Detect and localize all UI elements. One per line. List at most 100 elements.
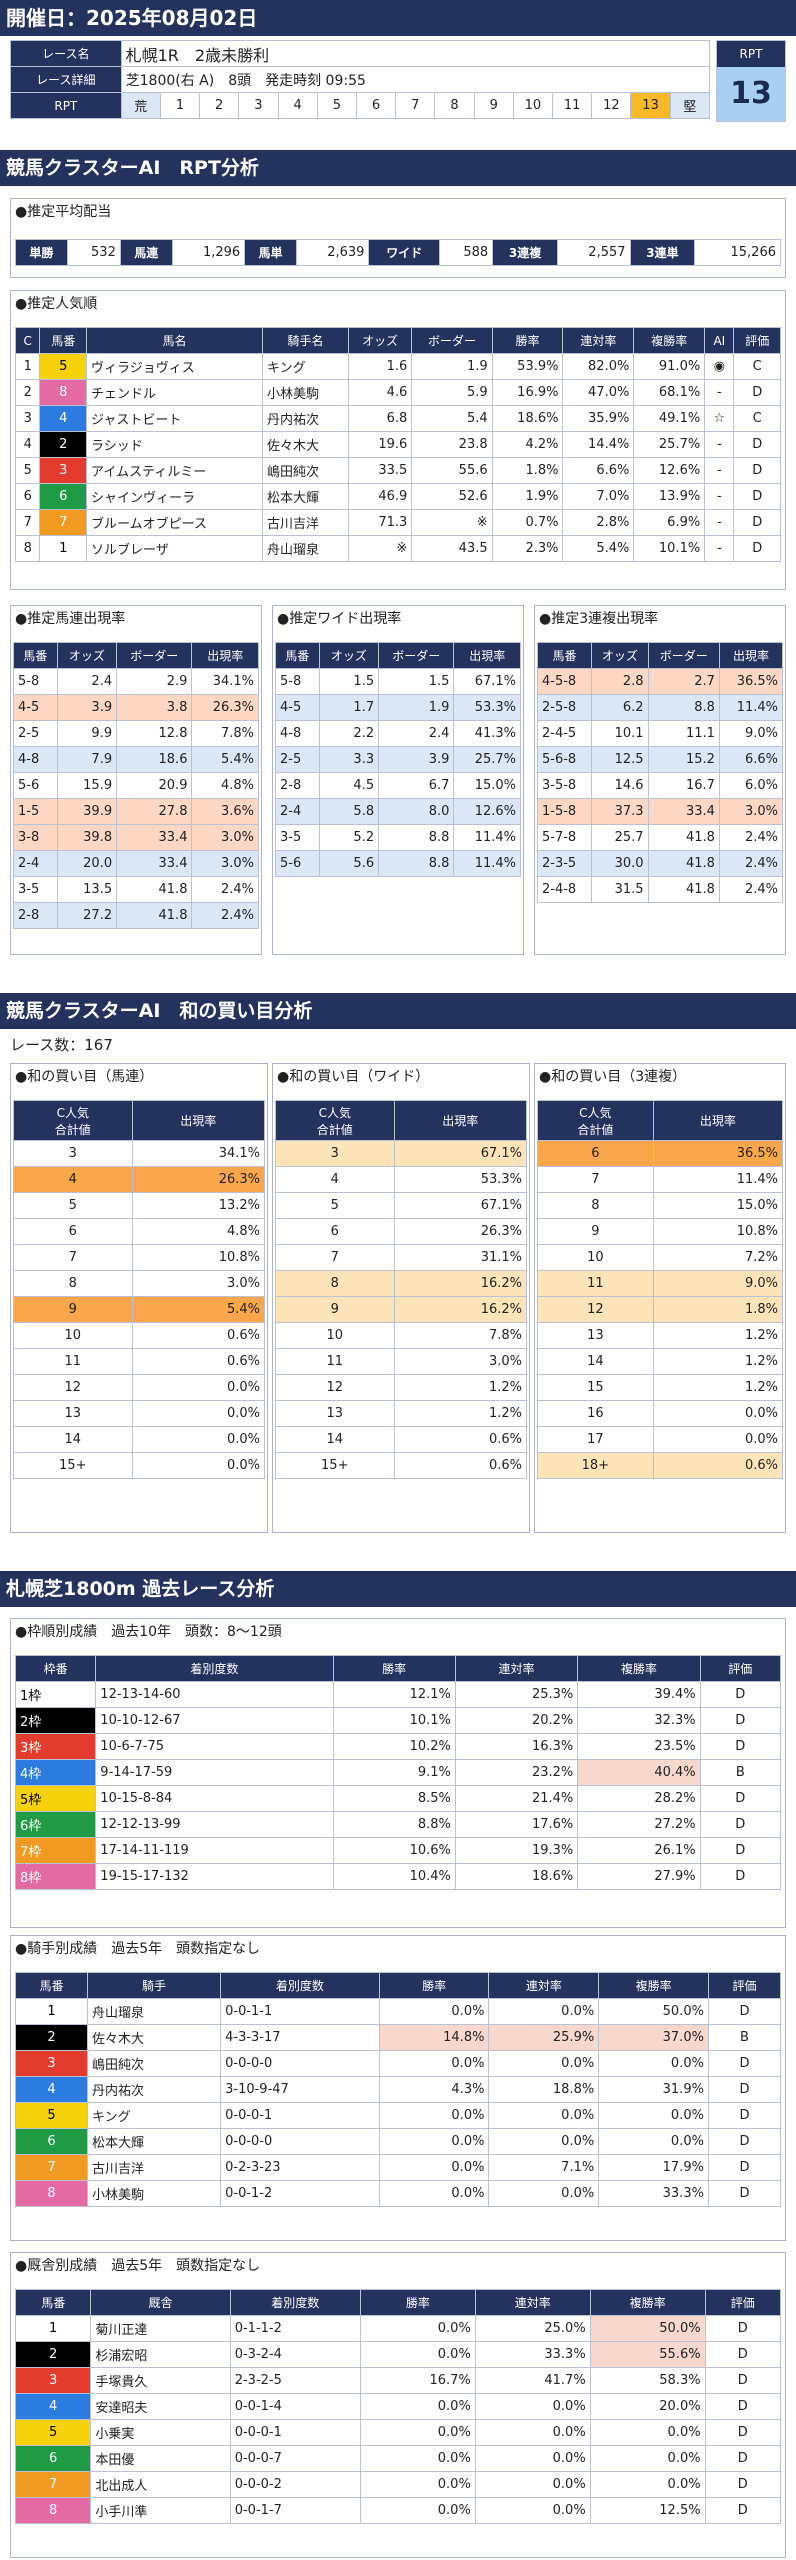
table-cell: 0.0% [359,2497,476,2524]
table-cell: 0.7% [491,509,564,536]
table-cell: 2 [39,431,87,458]
rpt-scale-cell: 11 [552,92,593,119]
table-cell: 16.2% [393,1270,528,1297]
table-row: 5枠 10-15-8-84 8.5% 21.4% 28.2% D [14,1785,782,1812]
table-row: 9 5.4% [13,1296,266,1323]
table-cell: 39.8 [56,824,118,851]
table-cell: 7.9 [56,746,118,773]
table-cell: 舟山瑠泉 [262,535,349,562]
table-cell: 4.8% [191,772,259,799]
column-header: 着別度数 [229,2289,361,2316]
table-cell: 9-14-17-59 [95,1759,334,1786]
table-cell: 7.8% [393,1322,528,1349]
table-cell: 2枠 [14,1707,97,1734]
table-cell: 55.6 [411,457,493,484]
table-cell: 20.9 [116,772,193,799]
table-cell: 2 [14,2024,89,2051]
payout-label: ワイド [368,239,441,266]
column-header: 馬番 [39,327,87,354]
table-row: 5-8 2.4 2.9 34.1% [13,668,259,695]
table-cell: 1 [14,2315,92,2342]
table-cell: 25.9% [488,2024,600,2051]
column-header: 複勝率 [633,327,706,354]
table-row: 2-4-5 10.1 11.1 9.0% [536,720,784,747]
table-cell: 5-6 [275,850,320,877]
table-cell: 2-4 [13,850,58,877]
table-cell: 嶋田純次 [262,457,349,484]
table-cell: 3 [13,1140,133,1167]
table-cell: 2-5 [275,746,320,773]
table-row: 6 36.5% [537,1140,784,1167]
table-cell: 3.0% [191,850,259,877]
table-cell: 17 [537,1426,654,1453]
table-cell: 41.8 [647,876,720,903]
table-cell: 6.0% [718,772,784,799]
table-cell: 1.9 [411,353,493,380]
table-cell: 4-8 [275,720,320,747]
table-cell: 0.0% [378,2050,490,2077]
table-row: 6 本田優 0-0-0-7 0.0% 0.0% 0.0% D [14,2445,782,2472]
table-row: 1 5 ヴィラジョヴィス キング 1.6 1.9 53.9% 82.0% 91.0% ◉ C [14,353,781,380]
table-cell: 41.8 [116,902,193,929]
table-cell: 9.0% [718,720,784,747]
table-cell: 0.0% [589,2471,706,2498]
table-cell: 14.6 [591,772,649,799]
table-cell: 2.8 [591,668,649,695]
table-cell: D [699,1681,782,1708]
table-cell: 25.7% [453,746,521,773]
column-header: AI [704,327,735,354]
umaren-panel: ●推定馬連出現率 馬番 オッズ ボーダー 出現率 5-8 2.4 2.9 34.1% 4-5 3.… [10,605,262,955]
table-row: 1-5 39.9 27.8 3.6% [13,798,259,825]
payout-value: 1,296 [171,239,246,266]
table-cell: 3-10-9-47 [220,2076,380,2103]
umaren-table: 馬番 オッズ ボーダー 出現率 5-8 2.4 2.9 34.1% 4-5 3.9 3.8 26.3%… [13,642,259,929]
wide-panel: ●推定ワイド出現率 馬番 オッズ ボーダー 出現率 5-8 1.5 1.5 67.1% 4-5 1… [272,605,524,955]
table-cell: 18.6% [491,405,564,432]
column-header: C人気 合計値 [537,1100,654,1141]
table-cell: 12 [13,1374,133,1401]
table-row: 12 1.2% [275,1374,528,1401]
table-cell: 19.3% [454,1837,579,1864]
table-cell: 0.0% [488,1998,600,2025]
table-row: 8 16.2% [275,1270,528,1297]
table-cell: 2-5 [13,720,58,747]
table-cell: 10.8% [131,1244,266,1271]
table-cell: 古川吉洋 [262,509,349,536]
table-cell: 5.4% [562,535,635,562]
table-cell: 10.8% [652,1218,784,1245]
table-cell: 8.0 [378,798,455,825]
table-cell: 0.0% [378,2128,490,2155]
table-row: 5-7-8 25.7 41.8 2.4% [536,824,784,851]
jockey-title: ●騎手別成績 過去5年 頭数指定なし [15,1941,261,1957]
table-cell: 13.2% [131,1192,266,1219]
table-cell: 17-14-11-119 [95,1837,334,1864]
table-cell: 6.6% [718,746,784,773]
table-cell: 13.9% [633,483,706,510]
table-cell: 11.4% [718,694,784,721]
table-cell: 53.3% [393,1166,528,1193]
table-cell: 4枠 [14,1759,97,1786]
section-wa-title: 競馬クラスターAI 和の買い目分析 [0,993,796,1029]
rpt-badge: RPT 13 [716,40,786,122]
table-cell: D [699,1707,782,1734]
table-cell: 1 [39,535,87,562]
table-cell: 2.4 [56,668,118,695]
table-cell: 7.2% [652,1244,784,1271]
rpt-scale-cell: 6 [355,92,397,119]
table-row: 1-5-8 37.3 33.4 3.0% [536,798,784,825]
payout-value: 15,266 [694,239,781,266]
table-cell: D [707,2154,782,2181]
table-cell: 0.0% [474,2445,591,2472]
table-cell: 5.2 [318,824,380,851]
table-cell: 23.5% [577,1733,701,1760]
table-cell: 3.0% [191,824,259,851]
table-cell: 1 [14,1998,89,2025]
table-cell: 2 [14,379,41,406]
table-cell: 菊川正達 [90,2315,231,2342]
table-cell: 9 [537,1218,654,1245]
table-cell: 67.1% [393,1192,528,1219]
table-row: 4 丹内祐次 3-10-9-47 4.3% 18.8% 31.9% D [14,2076,782,2103]
table-cell: 0.6% [652,1452,784,1479]
umaren-title: ●推定馬連出現率 [15,611,126,627]
sanfuku-title: ●推定3連複出現率 [539,611,659,627]
